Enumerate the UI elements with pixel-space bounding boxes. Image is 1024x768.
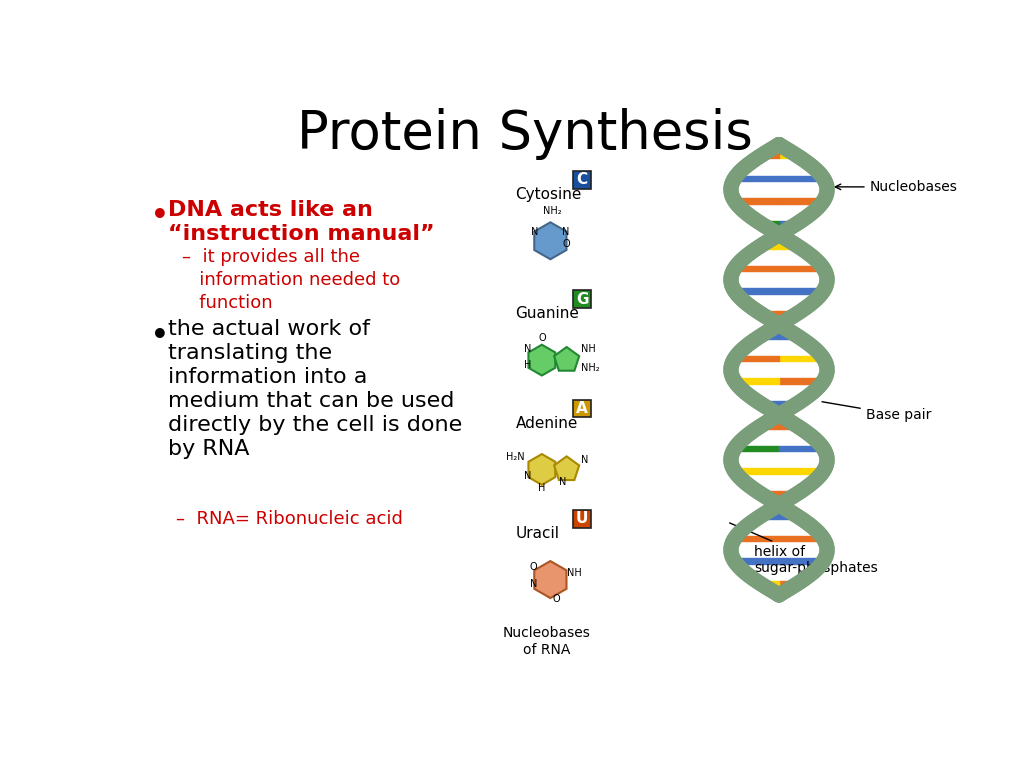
Text: DNA acts like an
“instruction manual”: DNA acts like an “instruction manual”	[168, 200, 435, 244]
FancyArrow shape	[779, 153, 798, 158]
Text: –  RNA= Ribonucleic acid: – RNA= Ribonucleic acid	[176, 510, 402, 528]
Text: helix of
sugar-phosphates: helix of sugar-phosphates	[730, 523, 878, 575]
FancyArrow shape	[779, 379, 823, 384]
FancyArrow shape	[761, 153, 779, 158]
FancyArrow shape	[779, 446, 823, 452]
Text: H: H	[524, 360, 531, 370]
Text: Guanine: Guanine	[515, 306, 580, 321]
FancyBboxPatch shape	[573, 171, 591, 189]
Text: NH: NH	[581, 344, 595, 354]
Polygon shape	[554, 456, 580, 480]
FancyArrow shape	[761, 220, 779, 226]
FancyArrow shape	[761, 243, 779, 249]
FancyArrow shape	[779, 491, 798, 496]
Text: A: A	[577, 401, 588, 416]
Text: O: O	[529, 562, 538, 572]
FancyArrow shape	[761, 514, 779, 519]
FancyArrow shape	[779, 311, 798, 316]
FancyArrow shape	[734, 558, 779, 564]
FancyArrow shape	[734, 266, 779, 271]
FancyArrow shape	[761, 491, 779, 496]
FancyBboxPatch shape	[573, 510, 591, 528]
FancyArrow shape	[779, 288, 823, 293]
Text: NH₂: NH₂	[543, 206, 561, 216]
FancyArrow shape	[761, 333, 779, 339]
Text: N: N	[529, 579, 537, 589]
Text: H: H	[539, 483, 546, 493]
Polygon shape	[535, 222, 566, 260]
FancyArrow shape	[779, 536, 823, 541]
Text: –  it provides all the
   information needed to
   function: – it provides all the information needed…	[182, 249, 400, 313]
Text: N: N	[524, 471, 531, 481]
FancyArrow shape	[734, 446, 779, 452]
Text: the actual work of
translating the
information into a
medium that can be used
di: the actual work of translating the infor…	[168, 319, 463, 459]
FancyArrow shape	[779, 356, 823, 361]
Text: N: N	[531, 227, 539, 237]
FancyArrow shape	[779, 266, 823, 271]
FancyArrow shape	[779, 514, 798, 519]
FancyArrow shape	[734, 536, 779, 541]
Text: NH: NH	[567, 568, 583, 578]
Text: •: •	[152, 202, 169, 230]
FancyArrow shape	[734, 356, 779, 361]
FancyArrow shape	[779, 198, 823, 204]
FancyArrow shape	[734, 379, 779, 384]
FancyArrow shape	[734, 468, 779, 474]
Text: N: N	[562, 227, 569, 237]
FancyArrow shape	[779, 423, 798, 429]
FancyArrow shape	[779, 401, 798, 406]
Text: U: U	[575, 511, 589, 526]
Text: G: G	[575, 292, 589, 306]
FancyArrow shape	[779, 558, 823, 564]
FancyArrow shape	[779, 581, 798, 587]
Text: Adenine: Adenine	[515, 415, 578, 431]
Text: N: N	[524, 344, 531, 354]
FancyBboxPatch shape	[573, 290, 591, 308]
FancyArrow shape	[761, 401, 779, 406]
FancyArrow shape	[779, 333, 798, 339]
Text: Protein Synthesis: Protein Synthesis	[297, 108, 753, 160]
Polygon shape	[528, 454, 555, 485]
FancyArrow shape	[761, 311, 779, 316]
Text: Cytosine: Cytosine	[515, 187, 582, 202]
Polygon shape	[528, 345, 555, 376]
Polygon shape	[535, 561, 566, 598]
Text: N: N	[581, 455, 588, 465]
FancyBboxPatch shape	[573, 400, 591, 418]
FancyArrow shape	[761, 423, 779, 429]
Text: O: O	[562, 239, 569, 249]
Text: O: O	[552, 594, 560, 604]
Text: O: O	[538, 333, 546, 343]
Polygon shape	[554, 347, 580, 371]
FancyArrow shape	[779, 243, 798, 249]
FancyArrow shape	[734, 288, 779, 293]
FancyArrow shape	[779, 176, 823, 181]
Text: Nucleobases
of RNA: Nucleobases of RNA	[503, 626, 591, 657]
Text: Nucleobases: Nucleobases	[836, 180, 957, 194]
Text: N: N	[559, 477, 566, 487]
Text: •: •	[152, 322, 169, 349]
FancyArrow shape	[779, 468, 823, 474]
FancyArrow shape	[779, 220, 798, 226]
Text: Uracil: Uracil	[515, 525, 559, 541]
FancyArrow shape	[734, 198, 779, 204]
Text: NH₂: NH₂	[581, 363, 599, 373]
Text: Base pair: Base pair	[822, 402, 931, 422]
FancyArrow shape	[734, 176, 779, 181]
Text: H₂N: H₂N	[506, 452, 524, 462]
FancyArrow shape	[761, 581, 779, 587]
Text: C: C	[577, 173, 588, 187]
